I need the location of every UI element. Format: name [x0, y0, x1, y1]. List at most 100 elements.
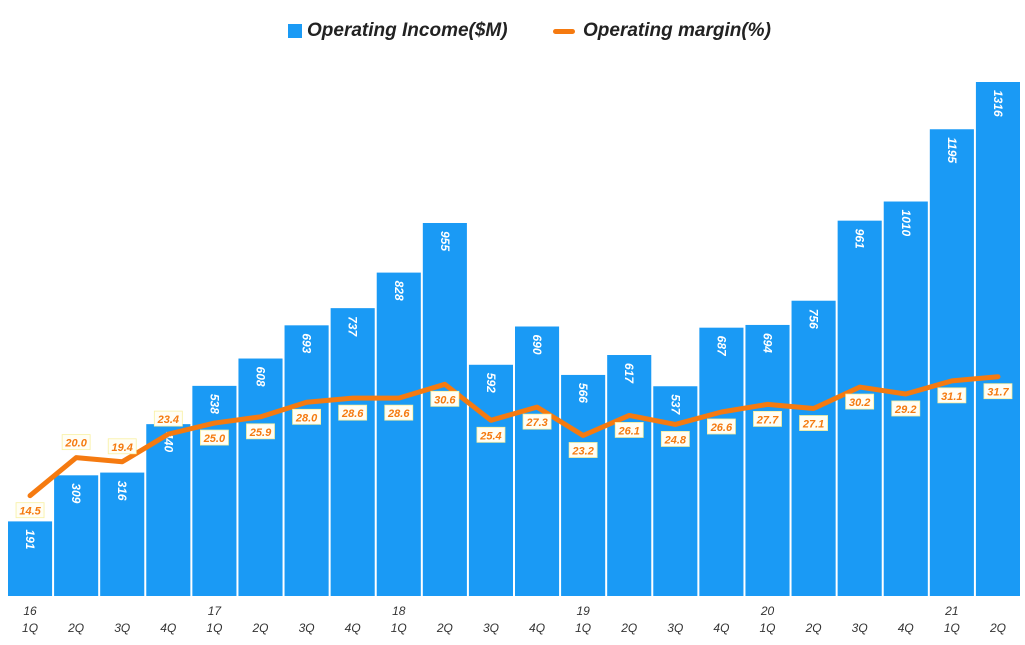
- x-year-label: 21: [944, 604, 958, 618]
- margin-label-box: [338, 404, 368, 421]
- margin-label-box: [246, 423, 275, 440]
- legend-swatch-line: [553, 28, 575, 34]
- bar-value-label: 538: [207, 394, 221, 414]
- bar: [561, 374, 606, 596]
- legend-label-margin: Operating margin(%): [583, 20, 771, 41]
- margin-label-box: [937, 387, 967, 404]
- margin-value-label: 26.1: [618, 425, 640, 437]
- margin-value-label: 30.6: [434, 394, 456, 406]
- margin-label-box: [983, 383, 1013, 400]
- bar-value-label: 1010: [899, 210, 913, 237]
- x-year-label: 16: [23, 604, 37, 618]
- bar-value-label: 592: [484, 373, 498, 393]
- margin-label-box: [384, 404, 414, 421]
- bar: [284, 325, 329, 596]
- bar-value-label: 828: [392, 281, 406, 301]
- x-tick-label: 1Q: [391, 621, 407, 635]
- x-tick-label: 1Q: [759, 621, 775, 635]
- margin-value-label: 29.2: [894, 404, 916, 416]
- x-year-label: 17: [208, 604, 223, 618]
- margin-label-box: [15, 502, 45, 519]
- margin-value-label: 31.1: [941, 391, 962, 403]
- bar-value-label: 537: [668, 394, 682, 415]
- bar-value-label: 737: [346, 316, 360, 337]
- bar: [791, 300, 836, 596]
- x-tick-label: 2Q: [620, 621, 637, 635]
- bar-value-label: 756: [807, 309, 821, 329]
- x-tick-label: 3Q: [114, 621, 130, 635]
- x-tick-label: 4Q: [898, 621, 914, 635]
- bar: [376, 272, 421, 596]
- legend-swatch-bar: [288, 24, 302, 38]
- bar: [515, 326, 560, 596]
- x-tick-label: 1Q: [575, 621, 591, 635]
- margin-value-label: 14.5: [19, 506, 41, 518]
- bar: [192, 385, 237, 596]
- bar: [699, 327, 744, 596]
- margin-label-box: [614, 422, 644, 438]
- margin-line: [27, 374, 1001, 499]
- bar-value-label: 316: [115, 481, 129, 501]
- bar: [468, 364, 513, 596]
- bar: [929, 129, 974, 596]
- margin-value-label: 31.7: [987, 387, 1009, 399]
- x-tick-label: 1Q: [206, 621, 222, 635]
- margin-value-label: 28.6: [341, 408, 364, 420]
- margin-label-box: [568, 442, 598, 458]
- bar-value-label: 955: [438, 231, 452, 251]
- bar: [975, 82, 1020, 596]
- margin-value-label: 27.3: [525, 417, 547, 429]
- x-year-label: 19: [576, 604, 590, 618]
- margin-label-box: [153, 410, 183, 427]
- margin-label-box: [753, 410, 782, 427]
- margin-label-box: [200, 429, 229, 446]
- bar: [745, 324, 790, 596]
- x-tick-label: 3Q: [852, 621, 868, 635]
- x-tick-label: 4Q: [160, 621, 176, 635]
- margin-label-box: [430, 390, 460, 407]
- bar: [330, 308, 375, 596]
- bar: [146, 424, 191, 596]
- bar: [8, 521, 53, 596]
- x-tick-label: 2Q: [436, 621, 453, 635]
- x-tick-label: 3Q: [299, 621, 315, 635]
- margin-label-box: [476, 426, 506, 443]
- bar: [54, 475, 99, 596]
- x-tick-label: 3Q: [483, 621, 499, 635]
- x-tick-label: 3Q: [667, 621, 683, 635]
- x-tick-label: 1Q: [944, 621, 960, 635]
- bar-value-label: 693: [300, 333, 314, 353]
- margin-label-box: [660, 431, 690, 447]
- margin-value-label: 23.2: [571, 446, 593, 458]
- legend-item-income: Operating Income($M): [288, 20, 508, 42]
- margin-value-label: 24.8: [664, 434, 687, 446]
- margin-label-box: [891, 400, 921, 417]
- x-tick-label: 4Q: [529, 621, 545, 635]
- x-tick-label: 4Q: [713, 621, 729, 635]
- x-tick-label: 4Q: [345, 621, 361, 635]
- x-year-label: 20: [760, 604, 775, 618]
- x-tick-label: 2Q: [805, 621, 822, 635]
- margin-label-box: [292, 408, 321, 425]
- margin-value-label: 19.4: [112, 442, 133, 454]
- bar: [883, 201, 928, 596]
- margin-value-label: 27.7: [756, 414, 779, 426]
- bar-value-label: 191: [23, 529, 37, 549]
- x-year-label: 18: [392, 604, 406, 618]
- legend: Operating Income($M) Operating margin(%): [0, 20, 1025, 46]
- bar-value-label: 608: [254, 367, 268, 387]
- bar-value-label: 690: [530, 335, 544, 355]
- bar-value-label: 961: [853, 229, 867, 249]
- bar: [100, 472, 145, 596]
- legend-label-income: Operating Income($M): [307, 20, 508, 41]
- bar-value-label: 694: [761, 333, 775, 353]
- bar-value-label: 1316: [991, 90, 1005, 117]
- x-tick-label: 2Q: [251, 621, 268, 635]
- margin-value-label: 23.4: [157, 414, 179, 426]
- margin-value-label: 25.9: [249, 427, 272, 439]
- margin-label-box: [707, 418, 736, 435]
- margin-label-box: [61, 434, 91, 451]
- bar-value-label: 687: [714, 336, 728, 357]
- margin-label-box: [522, 413, 552, 430]
